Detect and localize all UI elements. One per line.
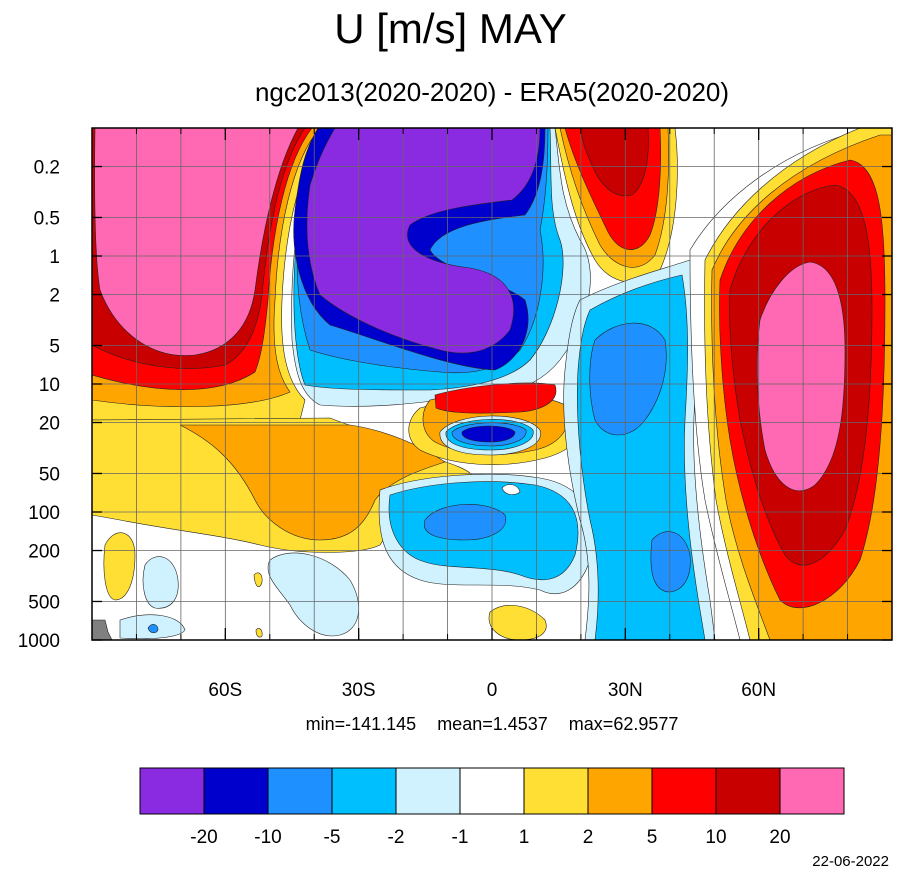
band-sh-small-yellow: [103, 532, 136, 601]
colorbar-label: 5: [647, 827, 658, 848]
band-troptrop-blue: [423, 504, 507, 541]
x-tick-label: 0: [487, 680, 498, 701]
colorbar-swatch: [459, 767, 525, 815]
band-eq-small-white: [501, 484, 521, 495]
date-stamp: 22-06-2022: [812, 853, 889, 870]
y-tick-label: 2: [49, 286, 60, 307]
band-nh-sub-darkred: [579, 128, 649, 197]
colorbar-swatch: [715, 767, 781, 815]
band-eq-darkblue: [461, 425, 516, 443]
field-statistics: min=-141.145 mean=1.4537 max=62.9577: [92, 712, 892, 736]
colorbar-swatch: [395, 767, 461, 815]
band-sh-tiny-yellow: [253, 572, 263, 588]
colorbar-swatch: [651, 767, 717, 815]
colorbar-swatch: [779, 767, 845, 815]
band-nh-lowyellow: [488, 605, 547, 640]
y-tick-label: 50: [39, 464, 60, 485]
chart-title: U [m/s] MAY: [334, 5, 567, 52]
colorbar-label: 10: [705, 827, 726, 848]
colorbar-swatch: [139, 767, 205, 815]
stat-max: max=62.9577: [568, 714, 679, 734]
colorbar-label: 20: [769, 827, 790, 848]
colorbar-label: -2: [388, 827, 405, 848]
y-tick-label: 5: [49, 336, 60, 357]
band-sh-tiny-yellow2: [255, 628, 263, 638]
colorbar-swatch: [331, 767, 397, 815]
x-tick-label: 60N: [741, 680, 776, 701]
x-tick-label: 60S: [208, 680, 242, 701]
y-tick-label: 500: [28, 592, 60, 613]
x-tick-label: 30N: [608, 680, 643, 701]
colorbar-label: -10: [254, 827, 281, 848]
y-tick-label: 1: [49, 247, 60, 268]
band-sh-pink: [94, 128, 299, 356]
x-tick-label: 30S: [342, 680, 376, 701]
band-nh-trop-blue2: [650, 531, 691, 593]
colorbar-swatch: [267, 767, 333, 815]
colorbar-label: -1: [452, 827, 469, 848]
stat-mean: mean=1.4537: [437, 714, 548, 734]
missing-data: [92, 619, 113, 640]
y-tick-label: 100: [28, 503, 60, 524]
band-eq-red: [434, 382, 557, 414]
colorbar: -20 -10 -5 -2 -1 1 2 5 10 20: [139, 767, 845, 848]
colorbar-label: 2: [583, 827, 594, 848]
band-nh-trop-blue: [589, 322, 667, 436]
band-sh-small-lightblue2: [267, 552, 359, 637]
band-sh-small-lightblue: [142, 556, 179, 609]
colorbar-swatch: [523, 767, 589, 815]
y-tick-label: 0.5: [34, 208, 60, 229]
y-tick-label: 0.2: [34, 158, 60, 179]
stat-min: min=-141.145: [305, 714, 417, 734]
y-tick-label: 200: [28, 542, 60, 563]
y-tick-label: 20: [39, 414, 60, 435]
colorbar-label: 1: [519, 827, 530, 848]
y-tick-label: 1000: [18, 631, 60, 652]
colorbar-label: -20: [190, 827, 217, 848]
band-nh-pink: [756, 261, 846, 491]
colorbar-label: -5: [324, 827, 341, 848]
band-tropstrat-purple: [306, 128, 541, 354]
chart-subtitle: ngc2013(2020-2020) - ERA5(2020-2020): [254, 77, 730, 107]
colorbar-swatch: [587, 767, 653, 815]
colorbar-swatch: [203, 767, 269, 815]
grid-lines: [92, 128, 892, 640]
axes: 60S 30S 0 30N 60N 0.2 0.5 1 2 5 10 20 50 100 200 500 100…: [18, 128, 892, 701]
y-tick-label: 10: [39, 375, 60, 396]
band-sh-small-cyan: [147, 624, 159, 634]
